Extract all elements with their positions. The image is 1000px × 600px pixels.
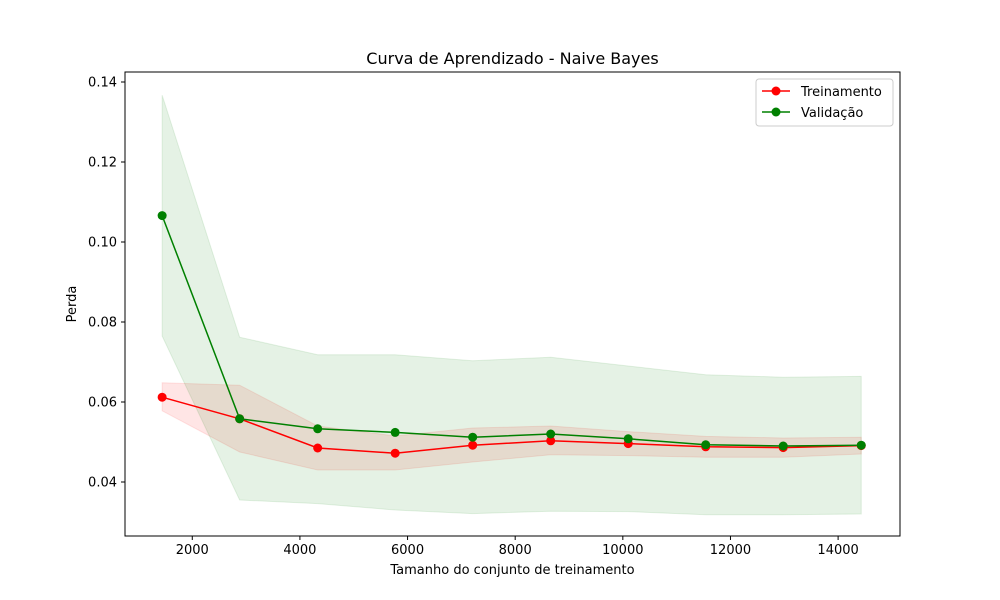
point-validacao: [313, 424, 323, 434]
x-tick-label: 10000: [602, 543, 643, 558]
x-axis-label: Tamanho do conjunto de treinamento: [389, 563, 634, 578]
y-tick-label: 0.14: [88, 76, 117, 91]
series-lines: [161, 215, 862, 454]
x-tick-label: 8000: [499, 543, 532, 558]
y-tick-label: 0.10: [88, 236, 117, 251]
y-axis-ticks: 0.04 0.06 0.08 0.10 0.12 0.14: [88, 76, 125, 491]
point-validacao: [701, 440, 711, 450]
x-tick-label: 12000: [710, 543, 751, 558]
y-tick-label: 0.06: [88, 396, 117, 411]
confidence-bands: [161, 95, 862, 516]
band-validacao: [161, 95, 862, 516]
point-validacao: [157, 211, 167, 221]
legend-box: [755, 78, 894, 127]
point-validacao: [623, 434, 633, 444]
series-points: [157, 211, 866, 458]
plot-frame: [124, 71, 901, 537]
point-treinamento: [546, 436, 556, 446]
point-validacao: [235, 414, 245, 424]
x-tick-label: 6000: [391, 543, 424, 558]
point-treinamento: [313, 443, 323, 453]
chart-title: Curva de Aprendizado - Naive Bayes: [366, 49, 658, 68]
legend-marker-treinamento: [771, 86, 781, 96]
point-validacao: [468, 432, 478, 442]
x-tick-label: 2000: [176, 543, 209, 558]
y-axis-label: Perda: [65, 286, 80, 323]
x-axis-ticks: 2000 4000 6000 8000 10000 12000 14000: [176, 536, 859, 558]
legend-label-treinamento: Treinamento: [800, 85, 882, 100]
point-validacao: [778, 441, 788, 451]
point-validacao: [546, 429, 556, 439]
y-tick-label: 0.12: [88, 156, 117, 171]
line-validacao: [161, 215, 862, 447]
legend: Treinamento Validação: [755, 78, 894, 127]
y-tick-label: 0.08: [88, 316, 117, 331]
x-tick-label: 4000: [283, 543, 316, 558]
point-treinamento: [157, 392, 167, 402]
point-treinamento: [390, 448, 400, 458]
line-treinamento: [161, 396, 862, 454]
point-validacao: [390, 427, 400, 437]
point-validacao: [856, 440, 866, 450]
point-treinamento: [468, 440, 478, 450]
legend-marker-validacao: [771, 107, 781, 117]
x-tick-label: 14000: [817, 543, 858, 558]
legend-label-validacao: Validação: [801, 106, 863, 121]
y-tick-label: 0.04: [88, 476, 117, 491]
